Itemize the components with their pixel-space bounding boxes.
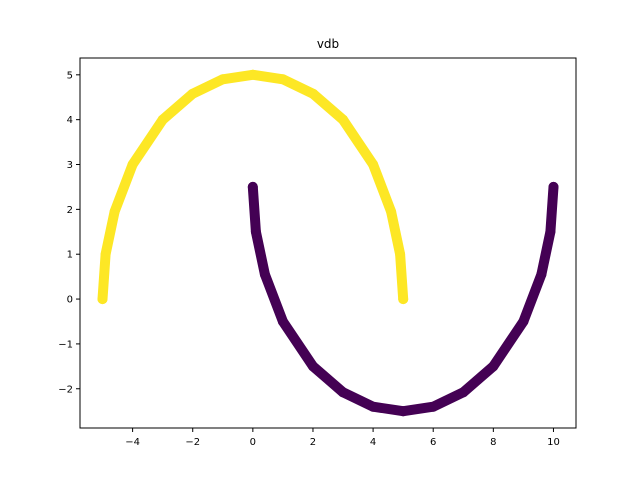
series-2-point bbox=[458, 387, 469, 398]
series-2-point bbox=[545, 226, 556, 237]
series-1-point bbox=[338, 114, 348, 125]
y-tick-label: 1 bbox=[67, 250, 73, 261]
series-1-point bbox=[247, 69, 258, 80]
series-1-point bbox=[109, 206, 120, 217]
series-2-point bbox=[536, 269, 547, 280]
chart-title: vdb bbox=[317, 37, 339, 51]
x-tick-label: −4 bbox=[125, 437, 140, 448]
series-2-point bbox=[277, 316, 288, 327]
series-2-point bbox=[368, 401, 379, 412]
series-2-point bbox=[308, 361, 318, 372]
series-1-point bbox=[100, 249, 111, 260]
series-1-point bbox=[97, 294, 108, 305]
series-2-point bbox=[548, 181, 559, 192]
series-2-point bbox=[247, 181, 258, 192]
x-axis: −4 −2 0 2 4 6 8 10 bbox=[125, 428, 560, 448]
series-1-point bbox=[395, 249, 406, 260]
y-tick-label: 5 bbox=[67, 70, 73, 81]
y-tick-label: −1 bbox=[58, 339, 73, 350]
y-tick-label: 3 bbox=[67, 160, 73, 171]
x-tick-label: 4 bbox=[370, 437, 376, 448]
x-tick-label: −2 bbox=[185, 437, 200, 448]
plot-frame bbox=[79, 57, 577, 429]
series-1-point bbox=[187, 88, 198, 99]
series-2-point bbox=[398, 406, 409, 417]
y-tick-label: −2 bbox=[58, 384, 73, 395]
y-tick-label: 4 bbox=[67, 115, 73, 126]
x-tick-label: 10 bbox=[547, 437, 560, 448]
x-tick-label: 2 bbox=[310, 437, 316, 448]
series-2-point bbox=[259, 269, 270, 280]
x-tick-label: 8 bbox=[490, 437, 496, 448]
series-1-point bbox=[386, 206, 397, 217]
series-2-point bbox=[518, 316, 529, 327]
y-tick-label: 2 bbox=[67, 205, 73, 216]
series-1-point bbox=[127, 159, 138, 170]
series-2-point bbox=[488, 361, 499, 372]
series-1-point bbox=[398, 294, 409, 305]
y-tick-label: 0 bbox=[67, 295, 73, 306]
x-tick-label: 6 bbox=[430, 437, 436, 448]
series-1-point bbox=[277, 74, 288, 85]
series-2-point bbox=[428, 401, 439, 412]
x-tick-label: 0 bbox=[250, 437, 256, 448]
series-1-point bbox=[217, 74, 228, 85]
plot-marks bbox=[97, 69, 559, 417]
series-1-point bbox=[368, 159, 379, 170]
series-2-point bbox=[338, 387, 348, 398]
series-1-point bbox=[308, 88, 318, 99]
series-1-point bbox=[157, 114, 168, 125]
series-2-point bbox=[250, 226, 261, 237]
y-axis: −2 −1 0 1 2 3 4 5 bbox=[58, 70, 80, 395]
